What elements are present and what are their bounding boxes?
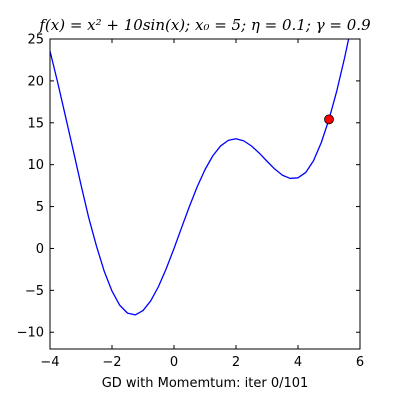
x-tick-label: 2 [232, 355, 240, 370]
marker-layer [324, 114, 334, 125]
x-tick-label: 0 [170, 355, 178, 370]
x-tick-label: 6 [356, 355, 364, 370]
curve-layer [50, 39, 350, 316]
y-tick-label: 25 [27, 33, 44, 48]
plot-area [50, 39, 360, 349]
x-axis-label: GD with Momemtum: iter 0/101 [102, 376, 309, 391]
current-point-marker [324, 114, 334, 125]
y-tick-label: 15 [27, 116, 44, 131]
y-tick-label: −10 [17, 326, 44, 341]
y-tick-label: 20 [27, 74, 44, 89]
series-line-0 [50, 39, 350, 316]
y-tick-label: 0 [36, 242, 44, 257]
x-tick-label: −2 [102, 355, 121, 370]
y-tick-label: 10 [27, 158, 44, 173]
y-tick-label: 5 [36, 200, 44, 215]
y-tick-label: −5 [25, 284, 44, 299]
x-tick-label: −4 [40, 355, 59, 370]
chart-title: f(x) = x² + 10sin(x); x₀ = 5; η = 0.1; γ… [38, 16, 371, 34]
plot-frame [49, 38, 361, 350]
axis-ticks: −4 −2 0 2 4 6 −10 −5 0 5 10 15 20 25 [17, 33, 365, 371]
x-tick-label: 4 [294, 355, 302, 370]
